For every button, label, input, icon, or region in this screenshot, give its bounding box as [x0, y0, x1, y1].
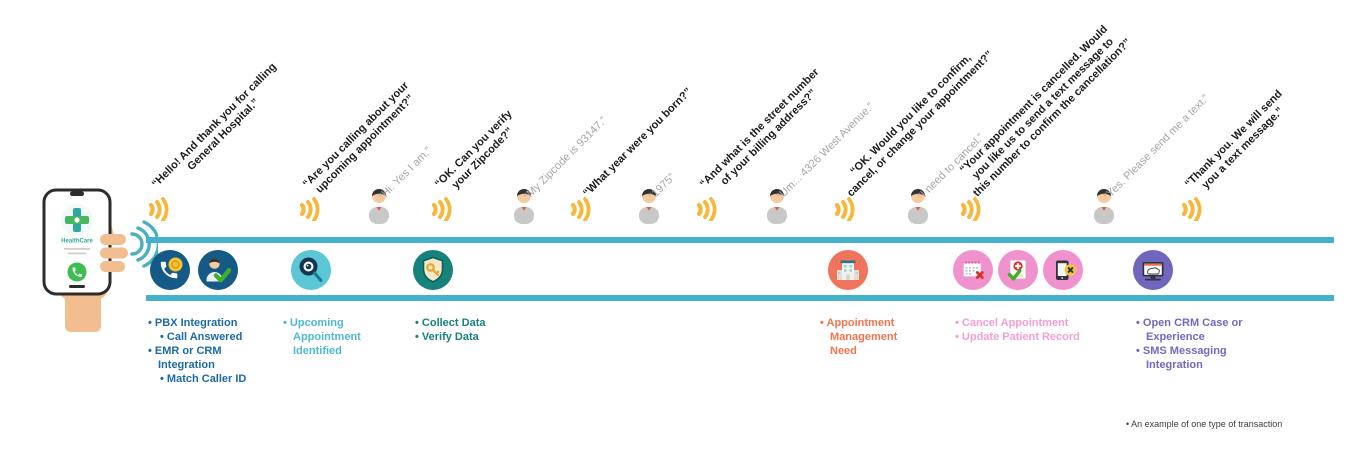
timeline-bar-top [146, 237, 1334, 243]
phone-notch [70, 191, 84, 196]
list-crm-sms: • Open CRM Case or Experience • SMS Mess… [1136, 316, 1260, 372]
system-message: “Hello! And thank you for calling Genera… [146, 61, 279, 226]
message-text: “Hello! And thank you for calling Genera… [149, 60, 279, 191]
list-item: • SMS Messaging Integration [1136, 345, 1227, 372]
sound-waves-icon [832, 197, 862, 226]
cancel-calendar-icon [953, 250, 993, 290]
message-text: “1975” [646, 171, 678, 203]
system-message: “Your appointment is cancelled. Would yo… [958, 23, 1134, 226]
caller-message: “Hi. Yes I am.” [366, 145, 434, 229]
list-call-intake: • PBX Integration • Call Answered • EMR … [148, 316, 266, 386]
timeline-bar-bottom [146, 295, 1334, 301]
system-message: “OK. Can you verify your Zipcode?” [429, 108, 516, 226]
list-item: • PBX Integration [148, 317, 238, 329]
list-data-verification: • Collect Data • Verify Data [415, 316, 527, 344]
update-record-icon [998, 250, 1038, 290]
system-message: “And what is the street number of your b… [694, 66, 822, 226]
phone-app-name: HealthCare [61, 239, 93, 245]
caller-message: “I need to cancel.” [905, 132, 987, 229]
sound-waves-icon [146, 197, 176, 226]
caller-avatar-icon [905, 186, 931, 229]
shield-key-icon [413, 250, 453, 290]
caller-message: “Um... 4326 West Avenue.” [764, 101, 876, 229]
system-message: “What year were you born?” [568, 86, 694, 226]
hand-phone-graphic: HealthCare [8, 182, 161, 337]
list-item: • Cancel Appointment [955, 317, 1069, 329]
message-text: “And what is the street number of your b… [697, 66, 822, 191]
caller-message: “Yes. Please send me a text.” [1091, 93, 1212, 229]
list-item: • Call Answered [160, 331, 243, 344]
search-icon [291, 250, 331, 290]
caller-avatar-icon [366, 186, 392, 229]
crm-computer-icon [1133, 250, 1173, 290]
list-item: • Open CRM Case or Experience [1136, 317, 1243, 344]
phone-illustration: HealthCare [42, 188, 161, 332]
list-cancel-update: • Cancel Appointment • Update Patient Re… [955, 316, 1089, 344]
call-answered-icon [198, 250, 238, 290]
caller-message: “My Zipcode is 93147.” [511, 115, 609, 229]
list-item: • Collect Data [415, 317, 486, 329]
message-text: “What year were you born?” [580, 85, 695, 200]
list-item: • Appointment Management Need [820, 317, 898, 358]
sound-waves-icon [694, 197, 724, 226]
list-appointment-identified: • Upcoming Appointment Identified [283, 316, 377, 358]
list-appointment-management: • Appointment Management Need [820, 316, 918, 358]
list-item: • Upcoming Appointment Identified [283, 317, 361, 358]
sound-waves-icon [958, 197, 988, 226]
list-item: • Match Caller ID [160, 373, 247, 386]
list-item: • Update Patient Record [955, 331, 1080, 344]
sound-waves-icon [297, 197, 327, 226]
list-item: • Verify Data [415, 331, 479, 344]
caller-avatar-icon [764, 186, 790, 229]
call-button [67, 262, 87, 282]
sound-waves-icon [1179, 197, 1209, 226]
system-message: “OK. Would you like to confirm, cancel, … [832, 49, 996, 226]
list-item: • EMR or CRM Integration [148, 345, 222, 372]
hospital-building-icon [828, 250, 868, 290]
footnote: • An example of one type of transaction [1126, 419, 1283, 429]
system-message: “Are you calling about your upcoming app… [297, 80, 417, 226]
sound-waves-icon [568, 197, 598, 226]
caller-avatar-icon [511, 186, 537, 229]
system-message: “Thank you. We will send you a text mess… [1179, 88, 1286, 226]
caller-avatar-icon [636, 186, 662, 229]
sms-cancel-icon [1043, 250, 1083, 290]
phone-call-icon [150, 250, 190, 290]
caller-avatar-icon [1091, 186, 1117, 229]
medical-cross-logo [61, 204, 93, 236]
caller-message: “1975” [636, 171, 678, 229]
sound-waves-icon [429, 197, 459, 226]
message-text: “Hi. Yes I am.” [376, 144, 435, 203]
